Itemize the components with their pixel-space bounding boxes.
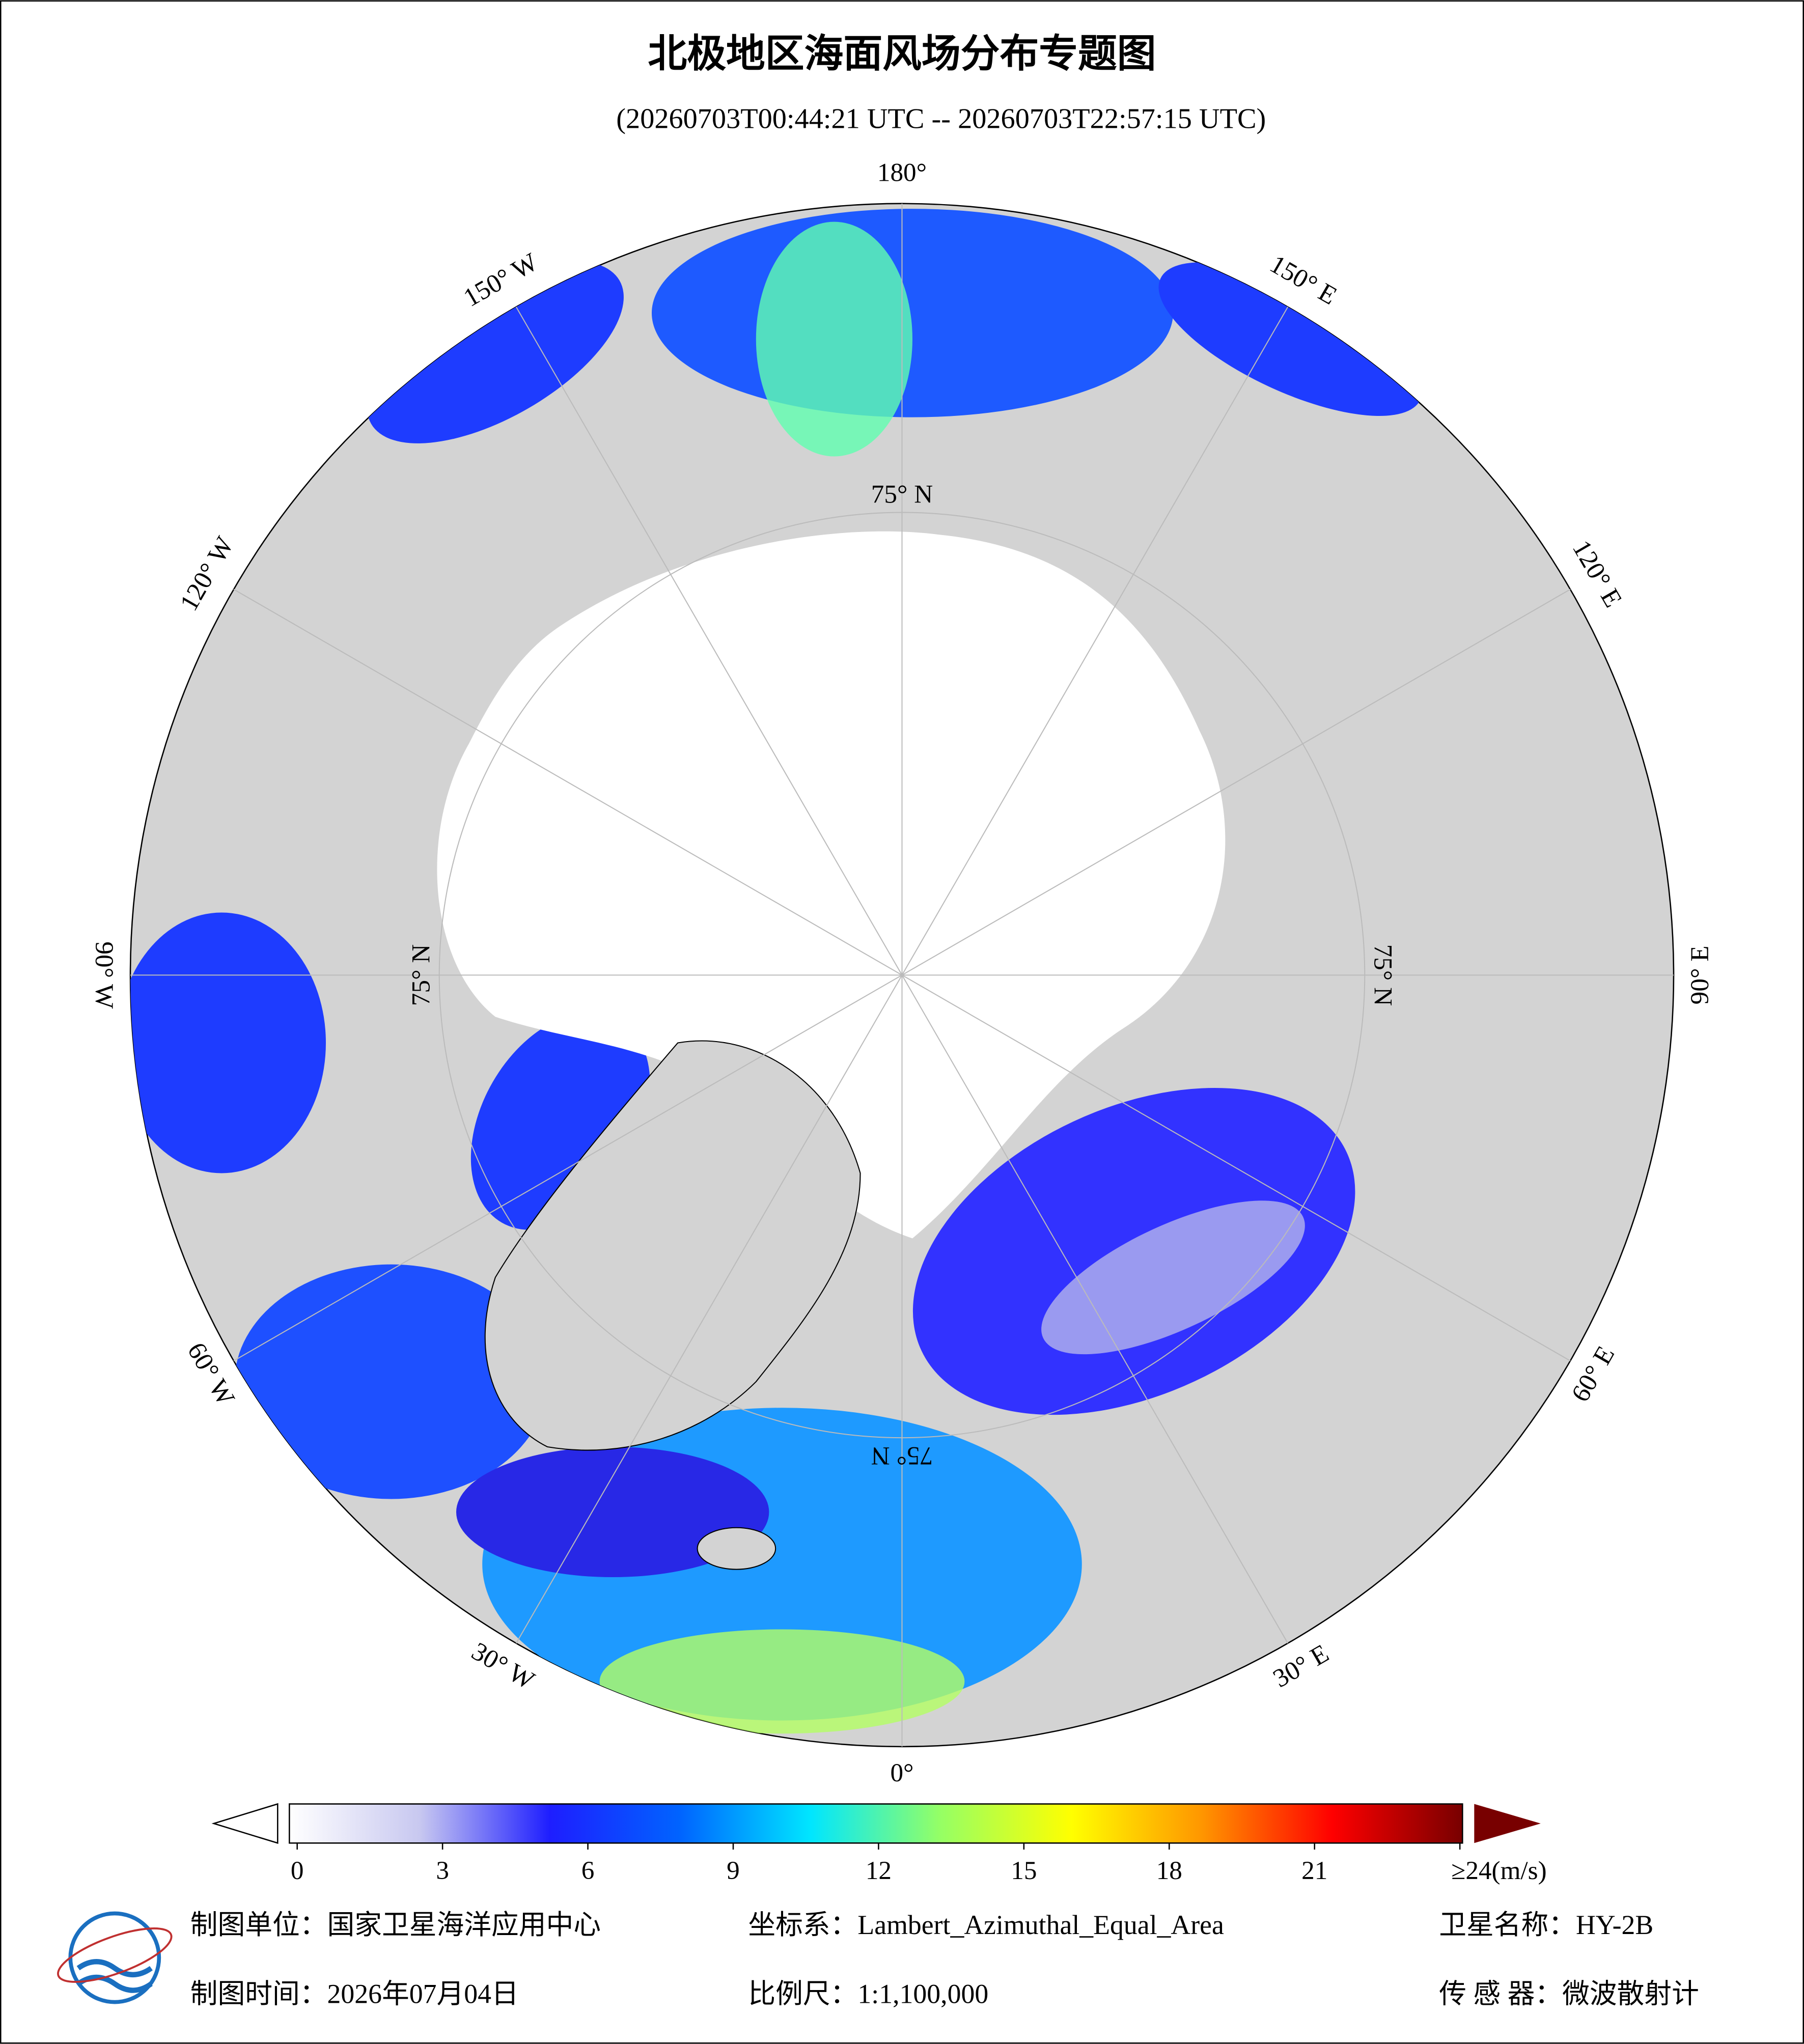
wind-patch xyxy=(130,912,326,1173)
wind-patch xyxy=(651,209,1173,417)
meridian xyxy=(233,589,903,976)
map-layers xyxy=(130,209,1423,1734)
colorbar-tick-label: 9 xyxy=(727,1856,740,1885)
footer-date: 制图时间：2026年07月04日 xyxy=(190,1979,519,2009)
footer-sensor: 传 感 器：微波散射计 xyxy=(1439,1979,1699,2009)
greenland xyxy=(484,1040,861,1451)
meridian xyxy=(515,306,903,975)
iceland xyxy=(697,1527,776,1570)
colorbar-tick-label: 15 xyxy=(1011,1856,1037,1885)
latitude-label: 75° N xyxy=(871,1441,933,1470)
colorbar: 0 3 6 9 12 15 18 21 ≥24(m/s) xyxy=(211,1803,1547,1885)
colorbar-body xyxy=(289,1803,1463,1844)
logo-wave xyxy=(76,1974,153,1993)
wind-patch xyxy=(756,221,912,457)
meridian xyxy=(233,974,903,1361)
subtitle: (20260703T00:44:21 UTC -- 20260703T22:57… xyxy=(616,103,1266,134)
colorbar-tick-label: 3 xyxy=(436,1856,449,1885)
colorbar-under xyxy=(211,1803,279,1844)
longitude-label: 90° E xyxy=(1685,945,1714,1004)
colorbar-tick-label: 6 xyxy=(581,1856,595,1885)
meridian xyxy=(901,589,1571,976)
colorbar-tick-label: 0 xyxy=(291,1856,304,1885)
footer-projection: 坐标系：Lambert_Azimuthal_Equal_Area xyxy=(748,1910,1224,1940)
wind-patch xyxy=(1041,1200,1305,1355)
wind-patch xyxy=(367,261,624,443)
title: 北极地区海面风场分布专题图 xyxy=(648,32,1156,77)
logo-wave xyxy=(76,1959,153,1977)
colorbar-tick-label: 12 xyxy=(866,1856,892,1885)
footer-unit: 制图单位：国家卫星海洋应用中心 xyxy=(190,1910,601,1940)
wind-patch xyxy=(456,1447,769,1578)
sea-ice xyxy=(437,531,1226,1239)
wind-patch xyxy=(599,1629,965,1734)
logo-orbit xyxy=(57,1927,173,1983)
meridian xyxy=(901,974,1289,1644)
colorbar-tick-label: 21 xyxy=(1301,1856,1327,1885)
latitude-label: 75° N xyxy=(1368,944,1397,1006)
wind-patch xyxy=(1158,262,1423,416)
longitude-label: 90° W xyxy=(90,941,119,1009)
colorbar-tick-label: 18 xyxy=(1156,1856,1182,1885)
wind-patch xyxy=(234,1264,548,1499)
meridian xyxy=(515,974,903,1644)
footer-scale: 比例尺：1:1,100,000 xyxy=(748,1979,988,2009)
longitude-label: 0° xyxy=(890,1758,913,1787)
meridian xyxy=(901,974,1571,1361)
footer-satellite: 卫星名称：HY-2B xyxy=(1439,1910,1653,1940)
latitude-label: 75° N xyxy=(871,480,933,509)
longitude-label: 180° xyxy=(877,158,927,187)
meridian xyxy=(901,306,1289,975)
latitude-label: 75° N xyxy=(407,944,436,1006)
logo xyxy=(57,1911,173,2004)
colorbar-over xyxy=(1474,1804,1541,1843)
colorbar-tick-label: ≥24(m/s) xyxy=(1451,1856,1546,1885)
